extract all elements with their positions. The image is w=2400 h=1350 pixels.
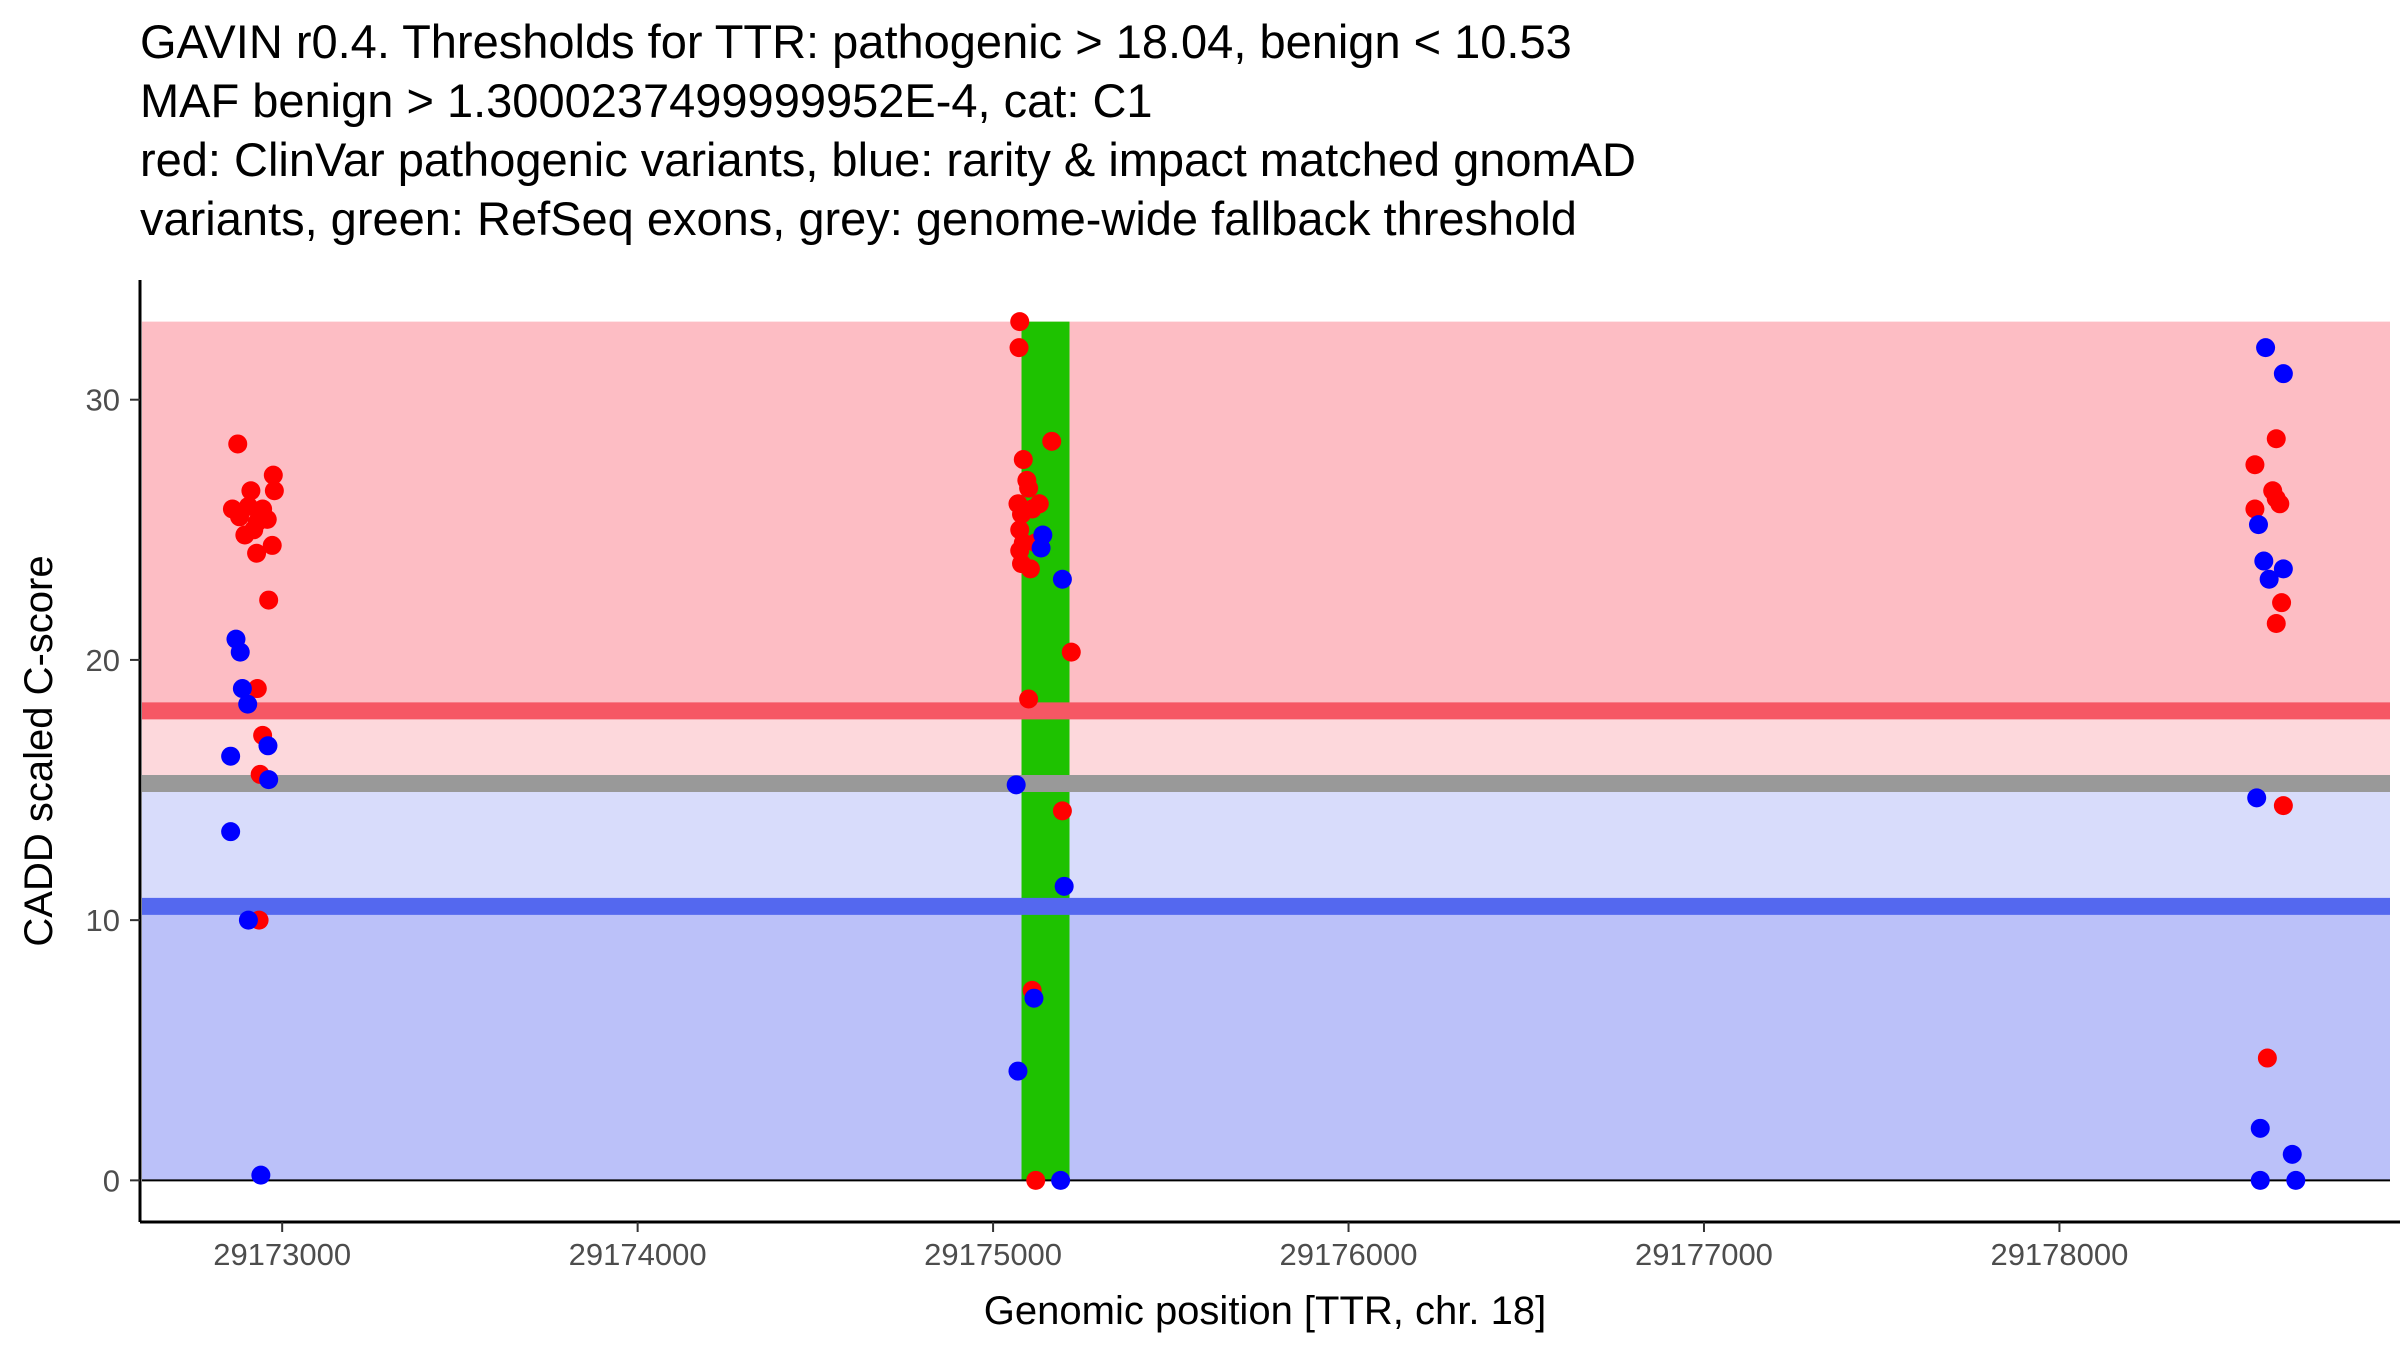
- gnomad-point-22: [2254, 551, 2274, 571]
- gnomad-point-10: [251, 1165, 271, 1185]
- clinvar-point-34: [1020, 559, 1040, 579]
- gnomad-point-27: [2282, 1144, 2302, 1164]
- title-line-3: red: ClinVar pathogenic variants, blue: …: [140, 133, 1636, 186]
- clinvar-point-16: [247, 679, 267, 699]
- gnomad-point-2: [230, 642, 250, 662]
- clinvar-point-45: [2270, 494, 2290, 514]
- gnomad-point-29: [2286, 1170, 2306, 1190]
- clinvar-point-12: [263, 465, 283, 485]
- threshold-regions: [142, 321, 2390, 1181]
- clinvar-point-49: [2273, 796, 2293, 816]
- clinvar-point-48: [2266, 613, 2286, 633]
- fallback-benign-region: [142, 790, 2390, 907]
- clinvar-point-40: [1026, 1170, 1046, 1190]
- clinvar-point-36: [1061, 642, 1081, 662]
- gnomad-point-4: [238, 694, 258, 714]
- x-tick-label: 29178000: [1990, 1237, 2128, 1272]
- clinvar-point-37: [1019, 689, 1039, 709]
- y-tick-label: 30: [86, 383, 120, 418]
- chart-title: GAVIN r0.4. Thresholds for TTR: pathogen…: [140, 12, 2380, 248]
- gnomad-point-3: [232, 679, 252, 699]
- gnomad-point-26: [2250, 1118, 2270, 1138]
- exon-layer: [1021, 321, 1070, 1181]
- title-line-1: GAVIN r0.4. Thresholds for TTR: pathogen…: [140, 15, 1572, 68]
- threshold-lines: [142, 702, 2390, 1182]
- x-tick-label: 29173000: [213, 1237, 351, 1272]
- clinvar-point-42: [2266, 429, 2286, 449]
- clinvar-point-28: [1029, 494, 1049, 514]
- clinvar-point-11: [257, 509, 277, 529]
- gnomad-point-24: [2259, 569, 2279, 589]
- clinvar-point-22: [1013, 450, 1033, 470]
- gnomad-point-14: [1006, 775, 1026, 795]
- gnomad-point-12: [1031, 538, 1051, 558]
- gnomad-point-28: [2250, 1170, 2270, 1190]
- x-tick-label: 29176000: [1280, 1237, 1418, 1272]
- clinvar-point-5: [238, 496, 258, 516]
- gnomad-point-23: [2273, 559, 2293, 579]
- clinvar-point-21: [1009, 338, 1029, 358]
- axes: 29173000 29174000 29175000 29176000 29177000…: [86, 280, 2400, 1272]
- clinvar-point-35: [1042, 431, 1062, 451]
- gnomad-point-9: [238, 910, 258, 930]
- title-line-2: MAF benign > 1.3000237499999952E-4, cat:…: [140, 74, 1153, 127]
- exon-bar-1: [1021, 321, 1070, 1181]
- benign-region: [142, 906, 2390, 1181]
- clinvar-point-41: [2245, 455, 2265, 475]
- clinvar-point-46: [2245, 499, 2265, 519]
- clinvar-point-38: [1052, 801, 1072, 821]
- gnomad-point-8: [221, 822, 241, 842]
- title-line-4: variants, green: RefSeq exons, grey: gen…: [140, 192, 1577, 245]
- clinvar-point-6: [241, 481, 261, 501]
- gnomad-point-19: [2256, 338, 2276, 358]
- clinvar-point-13: [264, 481, 284, 501]
- y-tick-label: 20: [86, 643, 120, 678]
- clinvar-point-20: [1010, 312, 1030, 332]
- gnomad-point-25: [2247, 788, 2267, 808]
- gnomad-point-13: [1052, 569, 1072, 589]
- clinvar-point-15: [259, 590, 279, 610]
- clinvar-point-14: [262, 535, 282, 555]
- gnomad-point-18: [1051, 1170, 1071, 1190]
- clinvar-point-1: [228, 434, 248, 454]
- gnomad-point-15: [1054, 876, 1074, 896]
- y-tick-label: 10: [86, 903, 120, 938]
- x-axis-title: Genomic position [TTR, chr. 18]: [984, 1289, 1546, 1333]
- gnomad-point-17: [1008, 1061, 1028, 1081]
- gnomad-point-7: [259, 770, 279, 790]
- pathogenic-region: [142, 321, 2390, 711]
- gnomad-point-5: [221, 746, 241, 766]
- gnomad-point-21: [2248, 515, 2268, 535]
- data-points: [221, 312, 2306, 1190]
- y-axis-title: CADD scaled C-score: [17, 555, 61, 946]
- x-tick-label: 29177000: [1635, 1237, 1773, 1272]
- clinvar-point-47: [2272, 593, 2292, 613]
- y-tick-label: 0: [103, 1163, 120, 1198]
- x-tick-label: 29175000: [924, 1237, 1062, 1272]
- gnomad-point-20: [2273, 364, 2293, 384]
- gnomad-point-6: [258, 736, 278, 756]
- gnomad-point-16: [1024, 988, 1044, 1008]
- clinvar-point-10: [247, 543, 267, 563]
- x-tick-label: 29174000: [569, 1237, 707, 1272]
- clinvar-point-24: [1019, 478, 1039, 498]
- clinvar-point-50: [2257, 1048, 2277, 1068]
